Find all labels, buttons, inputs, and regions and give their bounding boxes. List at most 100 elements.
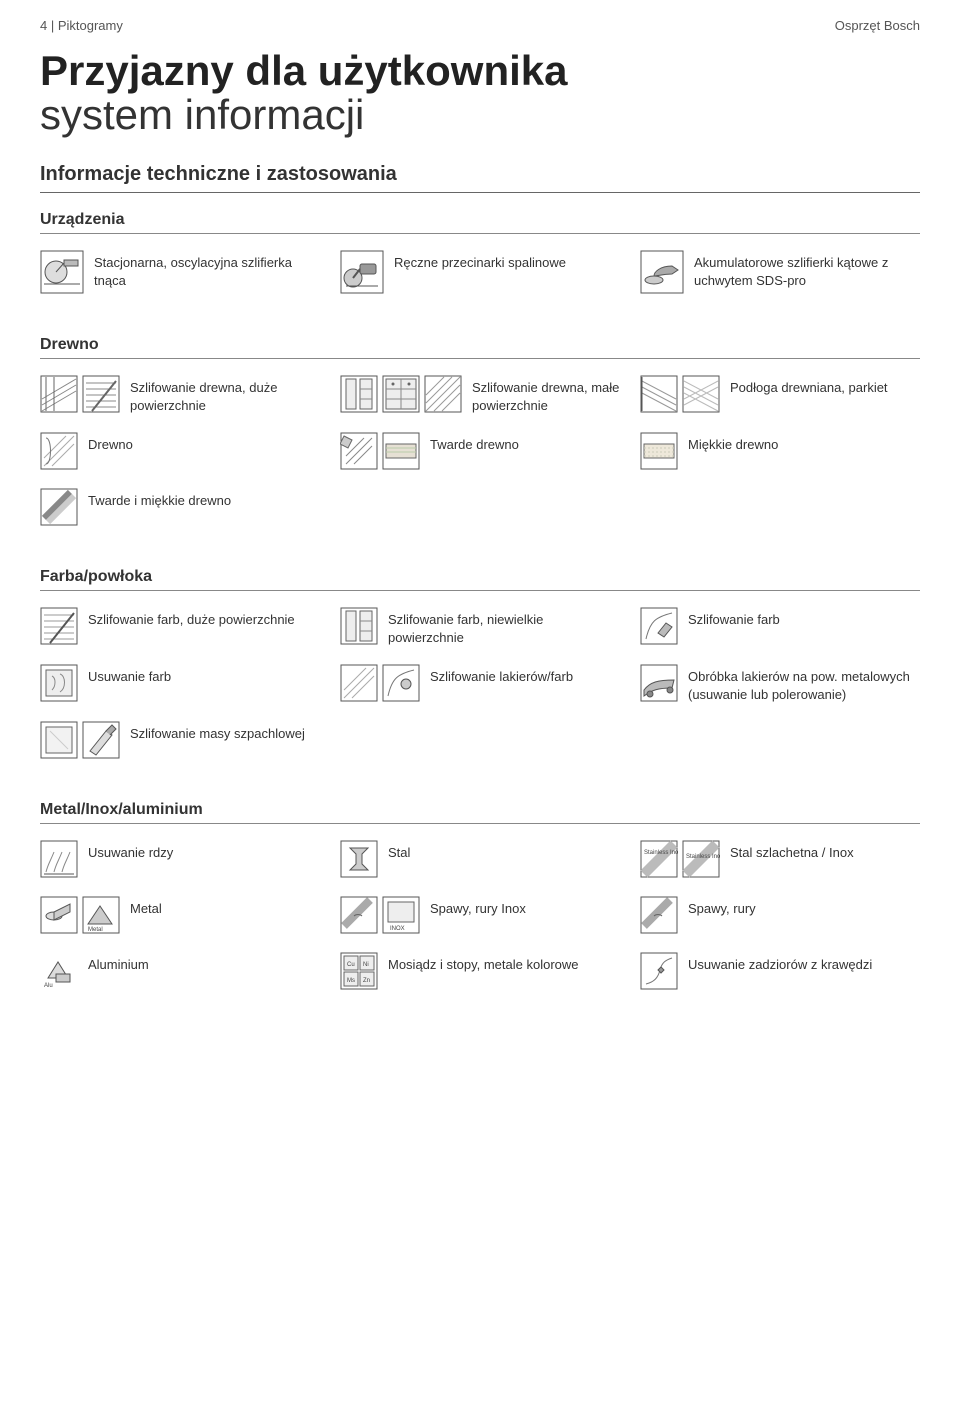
wood-label-2: Szlifowanie drewna, małe powierzchnie: [472, 375, 620, 414]
metal-cell-5: INOX Spawy, rury Inox: [340, 896, 620, 934]
device-label-3: Akumulatorowe szlifierki kątowe z uchwyt…: [694, 250, 920, 289]
metal-cell-7: Alu Aluminium: [40, 952, 320, 990]
wood-label-1: Szlifowanie drewna, duże powierzchnie: [130, 375, 320, 414]
metal-label-1: Usuwanie rdzy: [88, 840, 173, 862]
metal-cell-1: Usuwanie rdzy: [40, 840, 320, 878]
svg-text:Zn: Zn: [363, 978, 370, 984]
paint-cell-1: Szlifowanie farb, duże powierzchnie: [40, 607, 320, 646]
wood-cell-5: Twarde drewno: [340, 432, 620, 470]
svg-text:Alu: Alu: [44, 983, 53, 989]
wood-cell-4: Drewno: [40, 432, 320, 470]
cutoff-saw-icon: [340, 250, 384, 294]
title-line1: Przyjazny dla użytkownika: [40, 49, 920, 93]
svg-text:Cu: Cu: [347, 962, 355, 968]
wood-cell-6: Miękkie drewno: [640, 432, 920, 470]
steel-icon: [340, 840, 378, 878]
wood-label-4: Drewno: [88, 432, 133, 454]
brand-label: Osprzęt Bosch: [835, 18, 920, 33]
paint-large-icon: [40, 607, 78, 645]
brass-icon: Cu Ni Ms Zn: [340, 952, 378, 990]
svg-text:Stainless Inox Nirosta: Stainless Inox Nirosta: [644, 850, 678, 856]
paint-label-7: Szlifowanie masy szpachlowej: [130, 721, 305, 743]
wood-row2: Drewno Twarde drewno Miękkie drewno: [40, 432, 920, 470]
metal-label-4: Metal: [130, 896, 162, 918]
wood-row3: Twarde i miękkie drewno: [40, 488, 920, 526]
paint-cell-2: Szlifowanie farb, niewielkie powierzchni…: [340, 607, 620, 646]
paint-remove-icon: [40, 664, 78, 702]
metal-label-3: Stal szlachetna / Inox: [730, 840, 854, 862]
metal-label-9: Usuwanie zadziorów z krawędzi: [688, 952, 872, 974]
device-cell-2: Ręczne przecinarki spalinowe: [340, 250, 620, 294]
metal-cell-8: Cu Ni Ms Zn Mosiądz i stopy, metale kolorow…: [340, 952, 620, 990]
stationary-grinder-icon: [40, 250, 84, 294]
weld-pipe-icon: [640, 896, 678, 934]
aluminium-icon: Alu: [40, 952, 78, 990]
metal-cell-9: Usuwanie zadziorów z krawędzi: [640, 952, 920, 990]
wood-large-surface-icon: [40, 375, 120, 413]
deburr-icon: [640, 952, 678, 990]
wood-label-5: Twarde drewno: [430, 432, 519, 454]
device-cell-3: Akumulatorowe szlifierki kątowe z uchwyt…: [640, 250, 920, 294]
devices-row: Stacjonarna, oscylacyjna szlifierka tnąc…: [40, 250, 920, 294]
paint-label-6: Obróbka lakierów na pow. metalowych (usu…: [688, 664, 920, 703]
wood-cell-1: Szlifowanie drewna, duże powierzchnie: [40, 375, 320, 414]
paint-label-3: Szlifowanie farb: [688, 607, 780, 629]
paint-lacquer-icon: [340, 664, 420, 702]
section-heading: Informacje techniczne i zastosowania: [40, 163, 920, 193]
page-header: 4 | Piktogramy Osprzęt Bosch: [40, 18, 920, 33]
metal-row2: Metal Metal INOX Spawy, rury Inox Spawy,…: [40, 896, 920, 934]
wood-label-7: Twarde i miękkie drewno: [88, 488, 231, 510]
svg-text:Stainless Inox: Stainless Inox: [686, 854, 720, 860]
paint-metal-icon: [640, 664, 678, 702]
angle-grinder-icon: [640, 250, 684, 294]
svg-text:INOX: INOX: [390, 926, 405, 932]
device-label-1: Stacjonarna, oscylacyjna szlifierka tnąc…: [94, 250, 320, 289]
paint-cell-4: Usuwanie farb: [40, 664, 320, 703]
wood-cell-3: Podłoga drewniana, parkiet: [640, 375, 920, 414]
wood-label-3: Podłoga drewniana, parkiet: [730, 375, 888, 397]
paint-label-2: Szlifowanie farb, niewielkie powierzchni…: [388, 607, 620, 646]
metal-row3: Alu Aluminium Cu Ni Ms Zn Mosiądz i stopy, …: [40, 952, 920, 990]
paint-row3: Szlifowanie masy szpachlowej: [40, 721, 920, 759]
paint-row1: Szlifowanie farb, duże powierzchnie Szli…: [40, 607, 920, 646]
paint-label-4: Usuwanie farb: [88, 664, 171, 686]
wood-cell-2: Szlifowanie drewna, małe powierzchnie: [340, 375, 620, 414]
weld-inox-icon: INOX: [340, 896, 420, 934]
stainless-icon: Stainless Inox Nirosta Stainless Inox: [640, 840, 720, 878]
paint-row2: Usuwanie farb Szlifowanie lakierów/farb …: [40, 664, 920, 703]
svg-text:Ni: Ni: [363, 962, 369, 968]
wood-heading: Drewno: [40, 336, 920, 359]
wood-cell-7: Twarde i miękkie drewno: [40, 488, 320, 526]
paint-small-icon: [340, 607, 378, 645]
hard-soft-wood-icon: [40, 488, 78, 526]
page-ref: 4 | Piktogramy: [40, 18, 123, 33]
hardwood-icon: [340, 432, 420, 470]
metal-cell-3: Stainless Inox Nirosta Stainless Inox St…: [640, 840, 920, 878]
wood-generic-icon: [40, 432, 78, 470]
wood-floor-icon: [640, 375, 720, 413]
svg-text:Ms: Ms: [347, 978, 355, 984]
metal-row1: Usuwanie rdzy Stal Stainless Inox Nirost…: [40, 840, 920, 878]
metal-cell-6: Spawy, rury: [640, 896, 920, 934]
paint-cell-6: Obróbka lakierów na pow. metalowych (usu…: [640, 664, 920, 703]
putty-icon: [40, 721, 120, 759]
metal-label-7: Aluminium: [88, 952, 149, 974]
softwood-icon: [640, 432, 678, 470]
paint-cell-5: Szlifowanie lakierów/farb: [340, 664, 620, 703]
metal-label-8: Mosiądz i stopy, metale kolorowe: [388, 952, 579, 974]
svg-text:Metal: Metal: [88, 927, 103, 933]
device-cell-1: Stacjonarna, oscylacyjna szlifierka tnąc…: [40, 250, 320, 294]
metal-cell-2: Stal: [340, 840, 620, 878]
metal-label-5: Spawy, rury Inox: [430, 896, 526, 918]
metal-generic-icon: Metal: [40, 896, 120, 934]
metal-heading: Metal/Inox/aluminium: [40, 801, 920, 824]
paint-generic-icon: [640, 607, 678, 645]
metal-cell-4: Metal Metal: [40, 896, 320, 934]
wood-small-surface-icon: [340, 375, 462, 413]
paint-label-1: Szlifowanie farb, duże powierzchnie: [88, 607, 295, 629]
paint-cell-7: Szlifowanie masy szpachlowej: [40, 721, 320, 759]
rust-remove-icon: [40, 840, 78, 878]
paint-heading: Farba/powłoka: [40, 568, 920, 591]
devices-heading: Urządzenia: [40, 211, 920, 234]
metal-label-6: Spawy, rury: [688, 896, 756, 918]
